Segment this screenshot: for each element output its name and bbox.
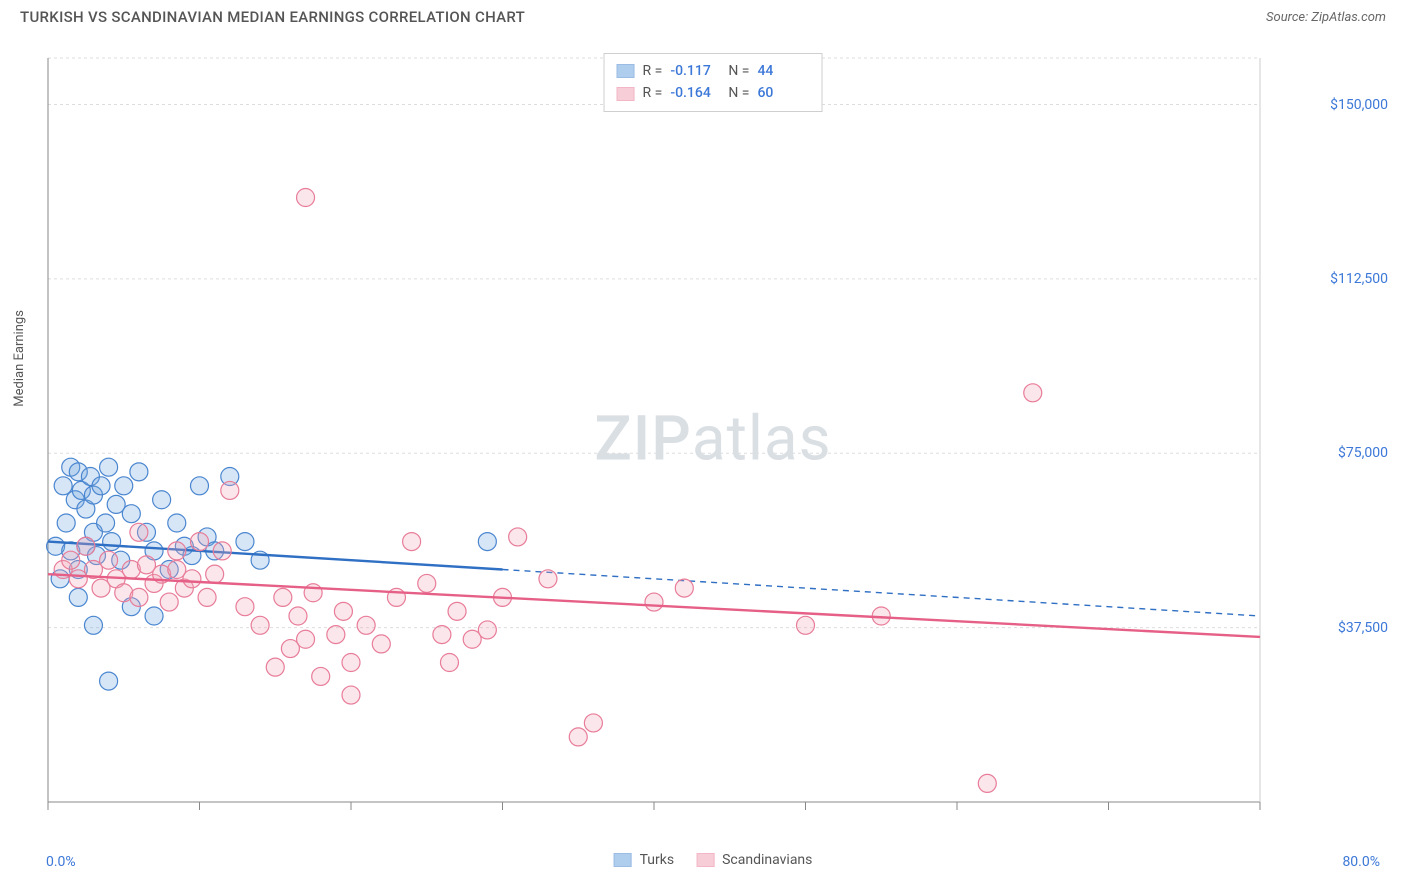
stats-row: R = -0.117 N = 44 (617, 60, 808, 82)
r-label: R = (643, 82, 663, 104)
scatter-plot (40, 48, 1350, 838)
y-tick-label: $150,000 (1330, 97, 1388, 113)
series-swatch (617, 87, 635, 101)
legend-item: Turks (614, 852, 675, 868)
r-label: R = (643, 60, 663, 82)
chart-area: Median Earnings ZIPatlas R =-0.117N =44R… (40, 48, 1386, 862)
source-attribution: Source: ZipAtlas.com (1266, 10, 1386, 25)
legend-item: Scandinavians (696, 852, 812, 868)
n-label: N = (728, 82, 749, 104)
series-legend: Turks Scandinavians (614, 852, 813, 868)
n-label: N = (728, 60, 749, 82)
legend-label: Scandinavians (722, 852, 812, 868)
series-swatch (696, 853, 714, 867)
stats-legend-box: R = -0.117 N = 44 R = -0.164 N = 60 (604, 53, 823, 112)
series-swatch (617, 64, 635, 78)
y-tick-label: $75,000 (1338, 445, 1388, 461)
series-swatch (614, 853, 632, 867)
stats-row: R = -0.164 N = 60 (617, 82, 808, 104)
y-tick-label: $37,500 (1338, 620, 1388, 636)
r-value: -0.164 (670, 82, 720, 104)
chart-title: TURKISH VS SCANDINAVIAN MEDIAN EARNINGS … (20, 8, 525, 26)
r-value: -0.117 (670, 60, 720, 82)
n-value: 60 (757, 82, 807, 104)
y-axis-label: Median Earnings (12, 310, 27, 407)
y-tick-label: $112,500 (1330, 271, 1388, 287)
n-value: 44 (757, 60, 807, 82)
x-axis-min-label: 0.0% (46, 854, 76, 870)
legend-label: Turks (640, 852, 675, 868)
x-axis-max-label: 80.0% (1342, 854, 1380, 870)
